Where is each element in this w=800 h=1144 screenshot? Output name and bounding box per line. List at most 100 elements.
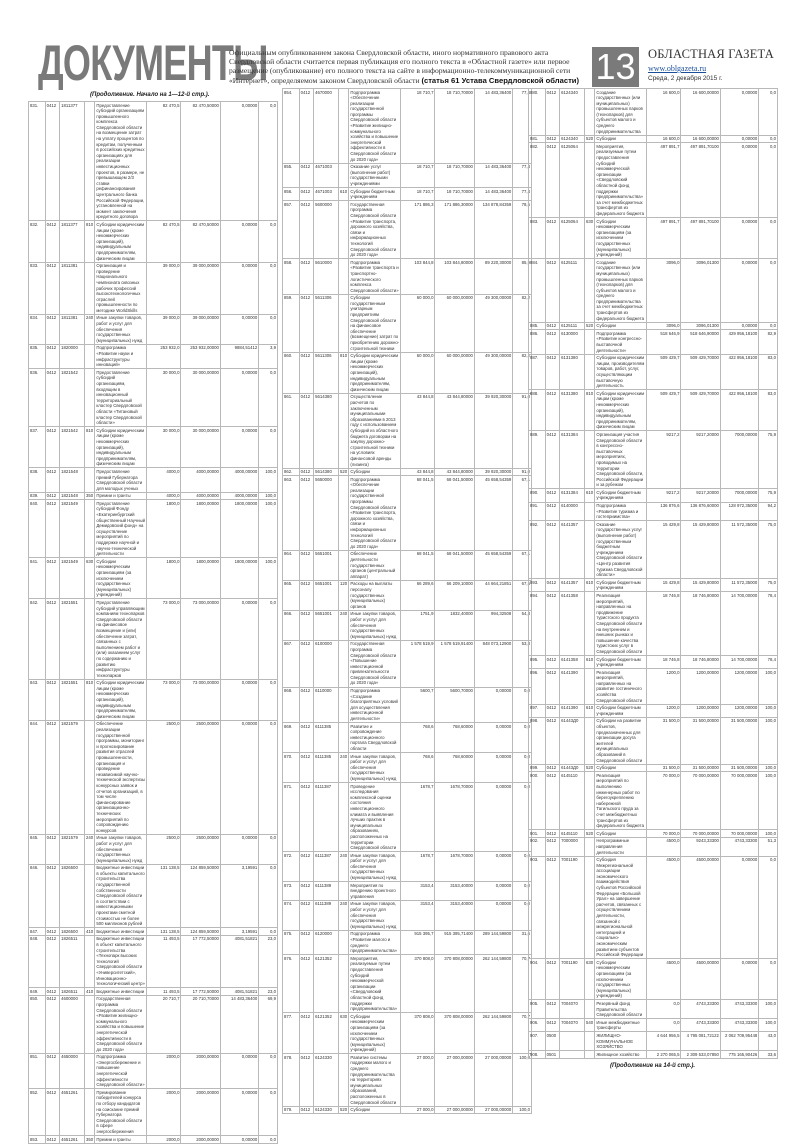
section-code: 0412 xyxy=(544,668,561,705)
executed-amount: 0,00000 xyxy=(219,719,260,835)
executed-amount: 422 956,18100 xyxy=(719,389,760,432)
approved-amount: 18 710,7 xyxy=(400,162,436,189)
execution-percent: 0,0 xyxy=(258,1135,278,1144)
row-number: 853. xyxy=(28,1135,46,1144)
approved-amount: 82 470,5 xyxy=(146,220,182,263)
executed-amount: 0,00000 xyxy=(473,899,514,931)
approved-amount: 39 000,0 xyxy=(146,313,182,345)
expense-type-code: 540 xyxy=(583,1018,596,1033)
row-number: 893. xyxy=(528,578,546,593)
row-number: 859. xyxy=(282,293,300,353)
expense-type-code: 120 xyxy=(337,579,350,611)
revised-amount: 39 000,00000 xyxy=(180,261,221,315)
execution-percent: 78,4 xyxy=(758,654,778,670)
revised-amount: 31 500,00000 xyxy=(680,716,721,765)
executed-amount: 44 664,21851 xyxy=(473,579,514,611)
target-article-code: 6131384 xyxy=(559,488,585,503)
execution-percent: 0,0 xyxy=(258,368,278,428)
item-name: Организация и проведение Национального ч… xyxy=(94,261,148,315)
target-article-code: 6125111 xyxy=(559,321,585,331)
expense-type-code: 520 xyxy=(583,829,596,838)
expense-type-code xyxy=(583,329,596,355)
revised-amount: 1832,40000 xyxy=(434,609,475,641)
section-code: 0412 xyxy=(544,501,561,522)
item-name: Мероприятия, реализуемые путем предостав… xyxy=(348,954,402,1014)
section-code: 0412 xyxy=(544,578,561,593)
approved-amount: 370 808,0 xyxy=(400,954,436,1014)
section-code: 0412 xyxy=(298,467,315,477)
revised-amount: 768,60000 xyxy=(434,752,475,784)
table-row: 885. 0412 6125111 520 Субсидии 3096,0 3096,013… xyxy=(528,321,778,331)
section-code: 0412 xyxy=(544,829,561,838)
section-code: 0412 xyxy=(298,851,315,883)
row-number: 866. xyxy=(282,609,300,641)
approved-amount: 103 844,8 xyxy=(400,258,436,295)
target-article-code: 6141357 xyxy=(559,520,585,580)
expense-type-code xyxy=(583,258,596,323)
item-name: Непрограммные направления деятельности xyxy=(594,836,648,857)
row-number: 891. xyxy=(528,501,546,522)
executed-amount: 0,00000 xyxy=(719,88,760,136)
expense-type-code: 810 xyxy=(83,678,96,721)
publication-notice-bold: (статья 61 Устава Свердловской области) xyxy=(421,75,579,85)
table-row: 852. 0412 4651261 Премирование победителей … xyxy=(28,1088,278,1137)
row-number: 842. xyxy=(28,598,46,680)
revised-amount: 136 876,60000 xyxy=(680,501,721,522)
target-article-code: 6124330 xyxy=(313,1053,339,1107)
revised-amount: 1800,00000 xyxy=(180,499,221,559)
row-number: 833. xyxy=(28,261,46,315)
item-name: Государственная программа Свердловской о… xyxy=(348,200,402,260)
execution-percent: 0,0 xyxy=(512,851,532,883)
table-row: 848. 0412 1826511 Бюджетные инвестиции в об… xyxy=(28,934,278,989)
expense-type-code xyxy=(583,591,596,656)
target-article-code: 6141358 xyxy=(559,591,585,656)
executed-amount: 7000,00000 xyxy=(719,430,760,490)
section-code: 0412 xyxy=(298,1012,315,1055)
section-title: ДОКУМЕНТЫ xyxy=(38,35,268,91)
item-name: Бюджетные инвестиции xyxy=(94,927,148,936)
executed-amount: 0,00000 xyxy=(473,782,514,853)
section-code: 0412 xyxy=(298,1105,315,1115)
revised-amount: 17 772,50000 xyxy=(180,987,221,996)
executed-amount: 1200,00000 xyxy=(719,703,760,718)
section-code: 0412 xyxy=(544,763,561,773)
table-row: 895. 0412 6141358 610 Субсидии бюджетным учр… xyxy=(528,654,778,670)
section-code: 0412 xyxy=(44,987,61,996)
table-row: 906. 0412 7004070 540 Иные межбюджетные тран… xyxy=(528,1018,778,1033)
item-name: Премии и гранты xyxy=(94,1135,148,1144)
executed-amount: 262 144,59800 xyxy=(473,954,514,1014)
revised-amount: 497 891,70100 xyxy=(680,142,721,219)
executed-amount: 27 000,00000 xyxy=(473,1105,514,1115)
revised-amount: 30 000,00000 xyxy=(180,426,221,469)
row-number: 837. xyxy=(28,426,46,469)
budget-table-column-3: 880. 0412 6124340 Создание государственных … xyxy=(528,88,778,1059)
expense-type-code xyxy=(337,639,350,688)
execution-percent: 100,0 xyxy=(258,491,278,501)
expense-type-code: 240 xyxy=(83,833,96,865)
approved-amount: 16 600,0 xyxy=(646,134,682,144)
approved-amount: 70 000,0 xyxy=(646,829,682,838)
table-row: 869. 0412 6111385 Развитие и сопровождение … xyxy=(282,722,532,754)
execution-percent: 100,0 xyxy=(758,716,778,765)
approved-amount: 2000,0 xyxy=(146,1135,182,1144)
executed-amount: 45 658,54359 xyxy=(473,475,514,551)
item-name: Предоставление субсидий организациям, вх… xyxy=(94,368,148,428)
section-code: 0412 xyxy=(44,833,61,865)
item-name: Субсидии xyxy=(594,829,648,838)
table-row: 836. 0412 1821542 Предоставление субсидий о… xyxy=(28,368,278,428)
section-code: 0412 xyxy=(298,752,315,784)
row-number: 907. xyxy=(528,1031,546,1052)
item-name: Оказание государственных услуг (выполнен… xyxy=(594,520,648,580)
executed-amount: 4081,51821 xyxy=(219,934,260,989)
expense-type-code: 240 xyxy=(337,752,350,784)
section-code: 0412 xyxy=(544,836,561,857)
revised-amount: 9243,33300 xyxy=(680,836,721,857)
row-number: 864. xyxy=(282,549,300,581)
target-article-code: 6124340 xyxy=(559,88,585,136)
approved-amount: 171 886,3 xyxy=(400,200,436,260)
target-article-code: 1821551 xyxy=(59,678,85,721)
revised-amount: 4000,00000 xyxy=(180,491,221,501)
section-code: 0412 xyxy=(544,217,561,260)
expense-type-code xyxy=(583,1050,596,1059)
newspaper-url-link[interactable]: www.oblgazeta.ru xyxy=(648,64,707,73)
